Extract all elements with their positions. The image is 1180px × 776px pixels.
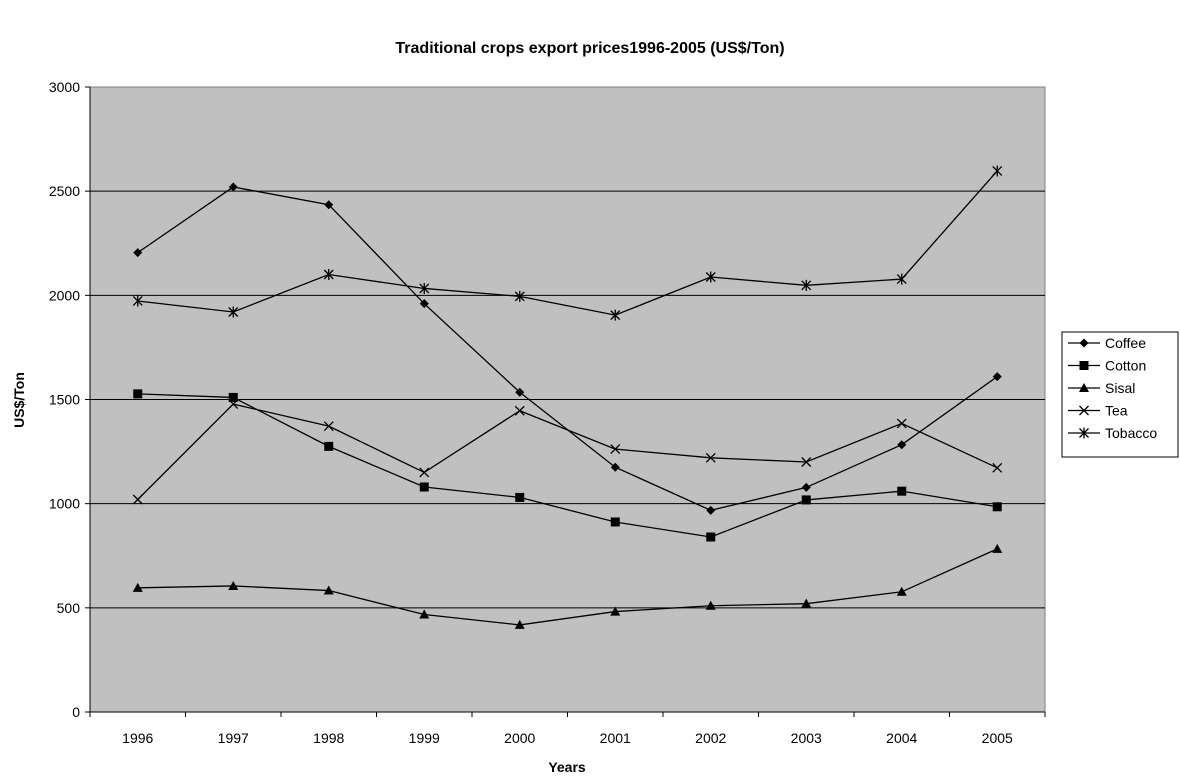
data-point-tea — [992, 462, 1003, 473]
legend-label: Tobacco — [1105, 425, 1157, 441]
data-point-cotton — [133, 389, 143, 399]
series-line-cotton — [137, 393, 998, 538]
legend-label: Cotton — [1105, 358, 1146, 374]
data-point-tea — [896, 418, 907, 429]
data-point-tea — [705, 452, 716, 463]
series-sisal — [132, 543, 1003, 629]
data-point-sisal — [228, 580, 239, 590]
legend-marker-coffee — [1079, 338, 1089, 348]
x-axis-title: Years — [548, 759, 586, 775]
data-point-tea — [801, 457, 812, 467]
data-point-cotton — [515, 492, 525, 502]
legend-item-tobacco: Tobacco — [1068, 425, 1157, 441]
series-line-tobacco — [137, 170, 998, 316]
data-point-tobacco — [514, 290, 525, 302]
chart-title: Traditional crops export prices1996-2005… — [395, 40, 784, 57]
y-tick-label: 2500 — [49, 183, 80, 199]
y-axis-title: US$/Ton — [11, 372, 27, 428]
gridlines — [90, 190, 1045, 609]
legend-item-cotton: Cotton — [1068, 358, 1146, 374]
x-tick-label: 2004 — [886, 730, 917, 746]
legend-marker-tobacco — [1079, 427, 1089, 439]
data-point-coffee — [133, 248, 143, 258]
data-point-coffee — [801, 482, 811, 492]
x-tick-label: 2003 — [791, 730, 822, 746]
data-point-sisal — [705, 600, 716, 610]
data-point-cotton — [419, 482, 429, 492]
data-point-tea — [323, 421, 334, 432]
data-point-coffee — [897, 440, 907, 450]
data-point-tea — [419, 467, 430, 478]
y-tick-label: 2000 — [49, 287, 80, 303]
series-group — [132, 165, 1003, 629]
data-point-tobacco — [228, 306, 239, 318]
data-point-tea — [132, 494, 143, 505]
data-point-coffee — [706, 505, 716, 515]
legend-marker-cotton — [1079, 361, 1089, 370]
y-tick-label: 3000 — [49, 79, 80, 95]
data-point-tobacco — [323, 269, 334, 280]
legend: Coffee Cotton Sisal Tea Tobacco — [1061, 331, 1179, 458]
data-point-sisal — [801, 598, 812, 608]
legend-item-sisal: Sisal — [1068, 380, 1135, 396]
x-tick-label: 2000 — [504, 730, 535, 746]
series-line-tea — [137, 403, 998, 500]
data-point-tobacco — [419, 282, 430, 294]
x-tick-label: 2005 — [982, 730, 1013, 746]
data-point-sisal — [323, 585, 334, 595]
series-line-sisal — [137, 548, 998, 626]
data-point-cotton — [706, 532, 716, 542]
x-tick-label: 1998 — [313, 730, 344, 746]
data-point-sisal — [610, 606, 621, 616]
series-tea — [132, 399, 1003, 505]
data-point-coffee — [228, 182, 238, 192]
data-point-cotton — [324, 441, 334, 451]
legend-item-coffee: Coffee — [1068, 335, 1146, 351]
data-point-tea — [228, 399, 239, 410]
series-cotton — [133, 389, 1002, 542]
data-point-tobacco — [801, 279, 812, 291]
data-point-tobacco — [610, 309, 621, 321]
data-point-coffee — [515, 387, 525, 397]
y-tick-label: 0 — [72, 704, 80, 720]
x-tick-label: 1997 — [218, 730, 249, 746]
data-point-coffee — [992, 372, 1002, 382]
legend-marker-tea — [1079, 405, 1089, 416]
x-tick-label: 2001 — [600, 730, 631, 746]
legend-marker-sisal — [1079, 383, 1089, 392]
series-tobacco — [132, 165, 1003, 321]
data-point-tobacco — [705, 271, 716, 283]
data-point-sisal — [896, 586, 907, 596]
data-point-cotton — [610, 517, 620, 527]
data-point-sisal — [992, 543, 1003, 553]
data-point-coffee — [324, 200, 334, 210]
legend-item-tea: Tea — [1068, 403, 1128, 419]
y-tick-label: 1000 — [49, 496, 80, 512]
data-point-tea — [514, 405, 525, 416]
data-point-sisal — [132, 582, 143, 592]
data-point-coffee — [610, 462, 620, 472]
data-point-cotton — [228, 392, 238, 402]
x-tick-label: 1999 — [409, 730, 440, 746]
data-point-cotton — [801, 495, 811, 505]
legend-label: Tea — [1105, 403, 1128, 419]
data-point-sisal — [419, 609, 430, 619]
data-point-coffee — [419, 299, 429, 309]
data-point-tobacco — [132, 295, 143, 307]
axes: 0 500 1000 1500 2000 2500 3000 1996 1997 1998 1999… — [49, 79, 1046, 746]
data-point-cotton — [897, 486, 907, 496]
y-tick-label: 1500 — [49, 392, 80, 408]
x-tick-label: 2002 — [695, 730, 726, 746]
data-point-sisal — [514, 619, 525, 629]
legend-label: Sisal — [1105, 380, 1135, 396]
y-tick-label: 500 — [57, 600, 81, 616]
legend-label: Coffee — [1105, 335, 1146, 351]
data-point-cotton — [992, 502, 1002, 512]
data-point-tea — [610, 444, 621, 455]
data-point-tobacco — [896, 273, 907, 285]
data-point-tobacco — [992, 165, 1003, 177]
x-tick-label: 1996 — [122, 730, 153, 746]
